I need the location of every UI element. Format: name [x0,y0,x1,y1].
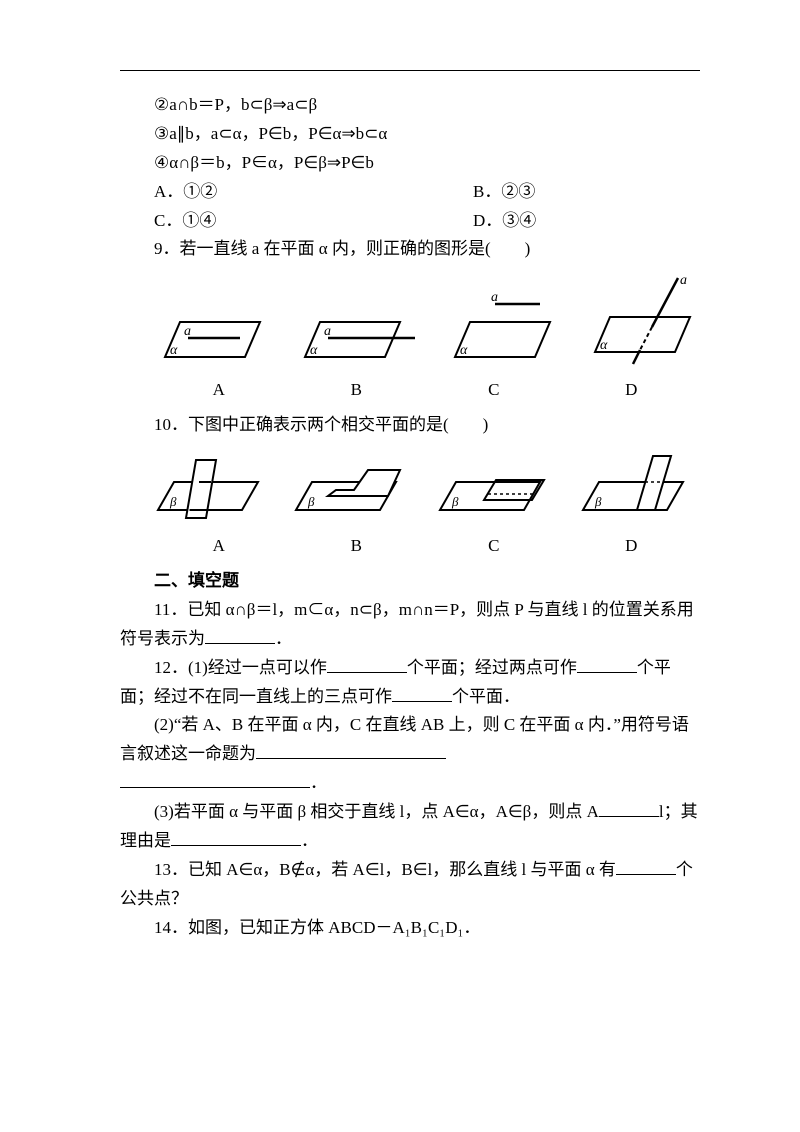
q9-label-d: D [563,376,701,405]
q9-label-b: B [288,376,426,405]
q11-tail: ． [275,629,292,648]
svg-text:a: a [324,324,331,339]
q11-blank [205,626,275,644]
q12-2b: ． [310,773,327,792]
q10-figures: β β β β [150,448,700,528]
svg-text:β: β [307,494,315,509]
stmt-2: ②a∩b＝P，b⊂β⇒a⊂β [120,91,700,120]
stmt-4: ④α∩β＝b，P∈α，P∈β⇒P∈b [120,149,700,178]
svg-text:a: a [680,273,687,288]
top-rule [120,70,700,71]
opts-row-1: A．①② B．②③ [120,178,700,207]
q10-fig-d: β [575,448,700,528]
q9-fig-c: a α [440,292,560,372]
svg-text:α: α [310,343,318,358]
q10-label-c: C [425,532,563,561]
q9-label-c: C [425,376,563,405]
q12-blank-4b [120,770,310,788]
q12-1: 12．(1)经过一点可以作个平面；经过两点可作个平面；经过不在同一直线上的三点可… [120,654,700,712]
q12-1b: 个平面；经过两点可作 [407,658,577,677]
q12-blank-1 [327,655,407,673]
q12-3c: ． [301,831,318,850]
svg-text:α: α [600,338,608,353]
opt-c: C．①④ [120,207,439,236]
q12-blank-4 [256,741,446,759]
opts-row-2: C．①④ D．③④ [120,207,700,236]
svg-text:β: β [594,494,602,509]
q10-text: 10．下图中正确表示两个相交平面的是( ) [120,411,700,440]
q12-3a: (3)若平面 α 与平面 β 相交于直线 l，点 A∈α，A∈β，则点 A [154,802,599,821]
q12-blank-6 [171,828,301,846]
q13-pre: 13．已知 A∈α，B∉α，若 A∈l，B∈l，那么直线 l 与平面 α 有 [154,860,616,879]
svg-text:α: α [460,343,468,358]
opt-a: A．①② [120,178,439,207]
svg-text:β: β [169,494,177,509]
q9-text: 9．若一直线 a 在平面 α 内，则正确的图形是( ) [120,235,700,264]
q12-blank-2 [577,655,637,673]
svg-text:α: α [170,343,178,358]
q9-labels: A B C D [150,376,700,405]
q14: 14．如图，已知正方体 ABCD－A₁B₁C₁D₁． [120,914,700,943]
q9-label-a: A [150,376,288,405]
q12-blank-3 [392,684,452,702]
svg-text:a: a [491,292,498,305]
q10-label-b: B [288,532,426,561]
q12-blank-5 [599,799,659,817]
q9-fig-a: a α [150,302,270,372]
q9-fig-b: a α [290,302,420,372]
q12-2: (2)“若 A、B 在平面 α 内，C 在直线 AB 上，则 C 在平面 α 内… [120,711,700,798]
q9-fig-d: a α [580,272,700,372]
svg-text:a: a [184,324,191,339]
opt-d: D．③④ [439,207,700,236]
q10-fig-b: β [288,448,413,528]
stmt-3: ③a∥b，a⊂α，P∈b，P∈α⇒b⊂α [120,120,700,149]
svg-text:β: β [451,494,459,509]
opt-b: B．②③ [439,178,700,207]
q12-1a: 12．(1)经过一点可以作 [154,658,327,677]
q10-labels: A B C D [150,532,700,561]
q9-figures: a α a α a α a α [150,272,700,372]
q11: 11．已知 α∩β＝l，m⊂α，n⊂β，m∩n＝P，则点 P 与直线 l 的位置… [120,596,700,654]
section-2: 二、填空题 [120,567,700,596]
q12-3: (3)若平面 α 与平面 β 相交于直线 l，点 A∈α，A∈β，则点 Al；其… [120,798,700,856]
q13: 13．已知 A∈α，B∉α，若 A∈l，B∈l，那么直线 l 与平面 α 有个公… [120,856,700,914]
q12-1d: 个平面． [452,687,520,706]
q13-blank [616,857,676,875]
q10-label-a: A [150,532,288,561]
q10-label-d: D [563,532,701,561]
q10-fig-a: β [150,448,270,528]
q10-fig-c: β [432,448,557,528]
